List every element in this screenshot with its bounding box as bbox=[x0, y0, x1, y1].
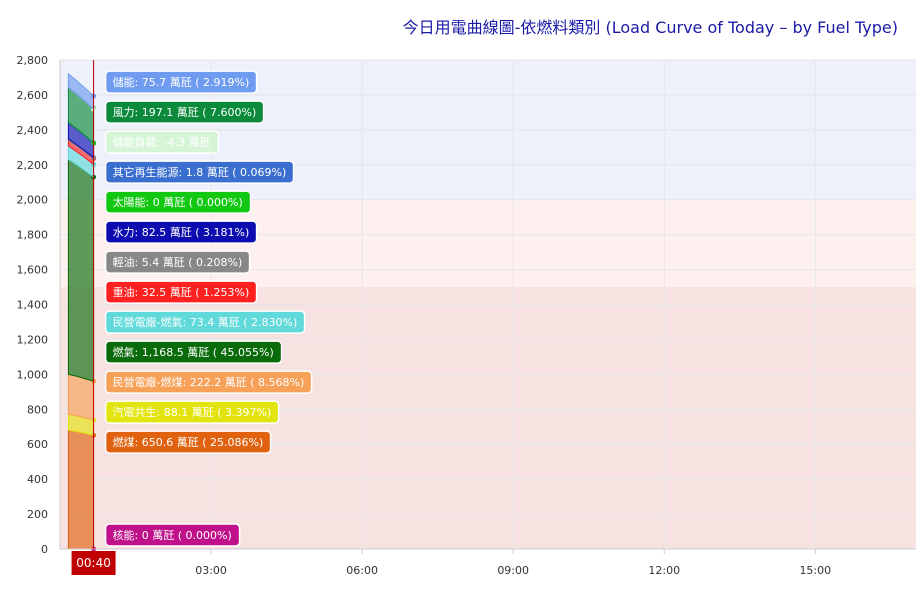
series-label-box bbox=[104, 160, 295, 184]
series-label-box bbox=[104, 280, 258, 304]
area-民營電廠-燃煤 bbox=[67, 373, 95, 421]
chart-title: 今日用電曲線圖-依燃料類別 (Load Curve of Today – by … bbox=[402, 18, 898, 37]
series-label-box bbox=[104, 130, 220, 154]
y-tick-label: 200 bbox=[27, 508, 48, 521]
area-燃煤 bbox=[67, 429, 95, 550]
series-label-box bbox=[104, 430, 272, 454]
y-tick-label: 2,400 bbox=[17, 124, 49, 137]
series-label-box bbox=[104, 100, 265, 124]
y-tick-label: 800 bbox=[27, 403, 48, 416]
series-label-text: 核能: 0 萬瓩 ( 0.000%) bbox=[113, 528, 232, 542]
series-label-汽電共生: 汽電共生: 88.1 萬瓩 ( 3.397%) bbox=[104, 400, 280, 424]
series-label-box bbox=[104, 190, 252, 214]
series-label-text: 民營電廠-燃煤: 222.2 萬瓩 ( 8.568%) bbox=[113, 375, 305, 389]
series-label-太陽能: 太陽能: 0 萬瓩 ( 0.000%) bbox=[104, 190, 252, 214]
series-label-輕油: 輕油: 5.4 萬瓩 ( 0.208%) bbox=[104, 250, 251, 274]
series-label-text: 儲能負載: -4.3 萬瓩 bbox=[113, 135, 211, 149]
y-tick-label: 0 bbox=[41, 543, 48, 556]
series-labels: 儲能: 75.7 萬瓩 ( 2.919%) 風力: 197.1 萬瓩 ( 7.60… bbox=[104, 70, 313, 547]
series-label-text: 太陽能: 0 萬瓩 ( 0.000%) bbox=[113, 195, 243, 209]
current-time-badge bbox=[71, 551, 116, 575]
x-tick-label: 03:00 bbox=[195, 564, 227, 577]
series-label-box bbox=[104, 310, 306, 334]
series-label-box bbox=[104, 70, 258, 94]
series-label-核能: 核能: 0 萬瓩 ( 0.000%) bbox=[104, 523, 241, 547]
series-label-text: 水力: 82.5 萬瓩 ( 3.181%) bbox=[113, 226, 250, 239]
series-label-其它再生能源: 其它再生能源: 1.8 萬瓩 ( 0.069%) bbox=[104, 160, 295, 184]
y-tick-label: 1,600 bbox=[17, 264, 49, 277]
y-tick-label: 400 bbox=[27, 473, 48, 486]
series-label-text: 儲能: 75.7 萬瓩 ( 2.919%) bbox=[113, 75, 250, 89]
series-label-text: 民營電廠-燃氣: 73.4 萬瓩 ( 2.830%) bbox=[113, 315, 298, 329]
y-tick-label: 2,800 bbox=[17, 54, 49, 67]
series-label-儲能: 儲能: 75.7 萬瓩 ( 2.919%) bbox=[104, 70, 258, 94]
series-label-box bbox=[104, 250, 251, 274]
series-label-text: 燃煤: 650.6 萬瓩 ( 25.086%) bbox=[113, 435, 264, 449]
y-tick-label: 1,200 bbox=[17, 333, 49, 346]
series-label-text: 風力: 197.1 萬瓩 ( 7.600%) bbox=[113, 106, 257, 119]
series-label-text: 燃氣: 1,168.5 萬瓩 ( 45.055%) bbox=[113, 345, 274, 359]
y-tick-label: 2,200 bbox=[17, 159, 49, 172]
y-tick-label: 600 bbox=[27, 438, 48, 451]
series-label-text: 汽電共生: 88.1 萬瓩 ( 3.397%) bbox=[113, 405, 272, 419]
y-tick-label: 1,000 bbox=[17, 368, 49, 381]
y-tick-label: 1,400 bbox=[17, 299, 49, 312]
series-label-燃煤: 燃煤: 650.6 萬瓩 ( 25.086%) bbox=[104, 430, 272, 454]
series-label-重油: 重油: 32.5 萬瓩 ( 1.253%) bbox=[104, 280, 258, 304]
area-燃氣 bbox=[67, 158, 95, 382]
series-label-民營電廠-燃氣: 民營電廠-燃氣: 73.4 萬瓩 ( 2.830%) bbox=[104, 310, 306, 334]
series-label-text: 重油: 32.5 萬瓩 ( 1.253%) bbox=[113, 285, 250, 299]
y-tick-label: 1,800 bbox=[17, 229, 49, 242]
y-tick-label: 2,600 bbox=[17, 89, 49, 102]
series-label-燃氣: 燃氣: 1,168.5 萬瓩 ( 45.055%) bbox=[104, 340, 283, 364]
x-tick-label: 09:00 bbox=[497, 564, 529, 577]
y-tick-label: 2,000 bbox=[17, 194, 49, 207]
series-label-text: 其它再生能源: 1.8 萬瓩 ( 0.069%) bbox=[113, 165, 287, 179]
series-label-儲能負載: 儲能負載: -4.3 萬瓩 bbox=[104, 130, 220, 154]
series-label-box bbox=[104, 523, 241, 547]
x-tick-label: 06:00 bbox=[346, 564, 378, 577]
stacked-areas bbox=[67, 72, 97, 552]
series-label-風力: 風力: 197.1 萬瓩 ( 7.600%) bbox=[104, 100, 265, 124]
series-label-box bbox=[104, 220, 258, 244]
time-marker: 00:40 bbox=[71, 60, 116, 575]
series-label-民營電廠-燃煤: 民營電廠-燃煤: 222.2 萬瓩 ( 8.568%) bbox=[104, 370, 313, 394]
x-tick-label: 12:00 bbox=[648, 564, 680, 577]
series-label-text: 輕油: 5.4 萬瓩 ( 0.208%) bbox=[113, 255, 243, 269]
x-tick-label: 15:00 bbox=[799, 564, 831, 577]
current-time-label: 00:40 bbox=[76, 556, 111, 570]
series-label-水力: 水力: 82.5 萬瓩 ( 3.181%) bbox=[104, 220, 258, 244]
series-label-box bbox=[104, 400, 280, 424]
series-label-box bbox=[104, 370, 313, 394]
axes: 0 200 400 600 800 1,000 1,200 1,400 1,600 1,800 2,… bbox=[17, 54, 916, 577]
series-label-box bbox=[104, 340, 283, 364]
